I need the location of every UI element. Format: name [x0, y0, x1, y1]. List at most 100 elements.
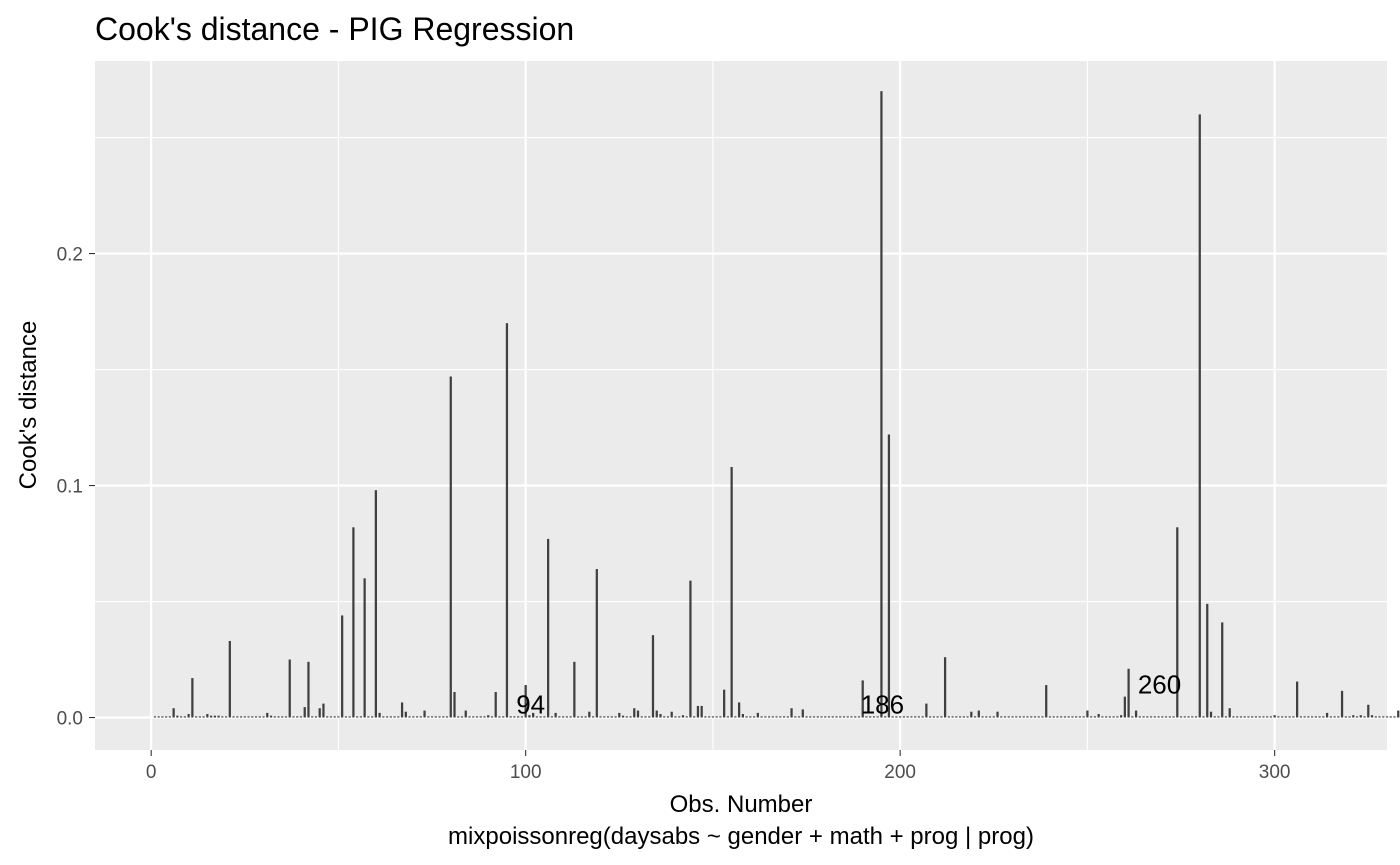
- bar: [1149, 716, 1153, 718]
- bar: [981, 716, 984, 718]
- bar: [1314, 716, 1317, 718]
- bar: [1329, 716, 1332, 718]
- bar: [1254, 716, 1258, 718]
- bar: [341, 615, 344, 718]
- bar: [816, 716, 819, 718]
- bar: [236, 716, 239, 718]
- bar: [835, 716, 838, 718]
- bar: [565, 716, 568, 718]
- major-gridlines: [95, 61, 1387, 750]
- bar: [771, 716, 774, 718]
- bar: [284, 716, 288, 718]
- bar: [985, 716, 988, 718]
- bar: [168, 716, 172, 718]
- bar: [1119, 715, 1123, 718]
- bar: [412, 716, 415, 718]
- bar: [947, 716, 950, 718]
- bar: [176, 715, 179, 718]
- bar: [1202, 716, 1205, 718]
- bar: [876, 716, 879, 718]
- bar: [561, 716, 565, 718]
- bar: [629, 716, 632, 718]
- bar: [738, 702, 741, 718]
- bar: [659, 714, 662, 718]
- bar: [1176, 527, 1179, 718]
- annotation-label: 260: [1138, 670, 1181, 700]
- bar: [962, 716, 965, 718]
- bar: [1206, 603, 1209, 718]
- x-tick-label: 200: [884, 762, 916, 783]
- bar: [296, 716, 299, 718]
- bar: [1157, 716, 1160, 718]
- bar: [535, 716, 539, 718]
- bar: [194, 716, 198, 718]
- bar: [520, 716, 524, 718]
- bar: [1243, 716, 1246, 718]
- x-axis-title: Obs. Number: [670, 791, 813, 818]
- bar: [1134, 710, 1138, 718]
- bar: [468, 716, 471, 718]
- bar: [1071, 716, 1074, 718]
- bar: [1239, 716, 1243, 718]
- bar: [311, 716, 314, 718]
- bar: [1116, 716, 1119, 718]
- bar: [1359, 715, 1362, 718]
- bar: [1161, 716, 1164, 718]
- bar: [801, 709, 804, 718]
- bar: [543, 716, 546, 718]
- bar: [1127, 668, 1130, 718]
- bar: [243, 716, 246, 718]
- bar: [644, 716, 647, 718]
- bar: [640, 716, 643, 718]
- bar: [378, 712, 381, 718]
- bar: [618, 712, 621, 718]
- bar: [1146, 716, 1149, 718]
- bar: [385, 716, 389, 718]
- bar: [1363, 716, 1366, 718]
- annotation-label: 186: [861, 689, 904, 719]
- bar: [1045, 685, 1048, 718]
- x-axis-subtitle: mixpoissonreg(daysabs ~ gender + math + …: [448, 823, 1034, 850]
- bar: [153, 716, 157, 718]
- bar: [1198, 114, 1201, 718]
- bar: [554, 712, 557, 718]
- bar: [689, 580, 692, 718]
- bar: [191, 678, 194, 718]
- bar: [715, 716, 718, 718]
- bar: [595, 569, 598, 718]
- y-tick-label: 0.0: [57, 709, 83, 730]
- bar: [532, 712, 535, 718]
- bar: [1108, 716, 1111, 718]
- bar: [1078, 716, 1082, 718]
- bar: [576, 716, 580, 718]
- bar: [505, 323, 509, 718]
- bar: [183, 716, 187, 718]
- bar: [1075, 716, 1078, 718]
- bar: [610, 716, 613, 718]
- bar: [318, 708, 321, 718]
- bar: [921, 716, 924, 718]
- bar: [1247, 716, 1250, 718]
- bar: [1142, 716, 1145, 718]
- bar: [805, 716, 808, 718]
- bar: [824, 716, 827, 718]
- bar: [445, 716, 449, 718]
- bar: [741, 714, 744, 718]
- bar: [891, 716, 894, 718]
- bar: [906, 716, 909, 718]
- bar: [524, 685, 527, 718]
- y-axis-title: Cook's distance: [15, 321, 42, 490]
- bar: [1097, 714, 1100, 718]
- bar: [1090, 716, 1093, 718]
- y-tick-label: 0.1: [57, 477, 83, 498]
- bar: [1123, 696, 1126, 718]
- bar: [914, 716, 917, 718]
- bar: [1333, 716, 1336, 718]
- bar: [1000, 716, 1003, 718]
- bar: [550, 716, 554, 718]
- x-tick-label: 300: [1259, 762, 1291, 783]
- bar: [528, 715, 531, 718]
- bar: [382, 716, 385, 718]
- bar: [273, 716, 276, 718]
